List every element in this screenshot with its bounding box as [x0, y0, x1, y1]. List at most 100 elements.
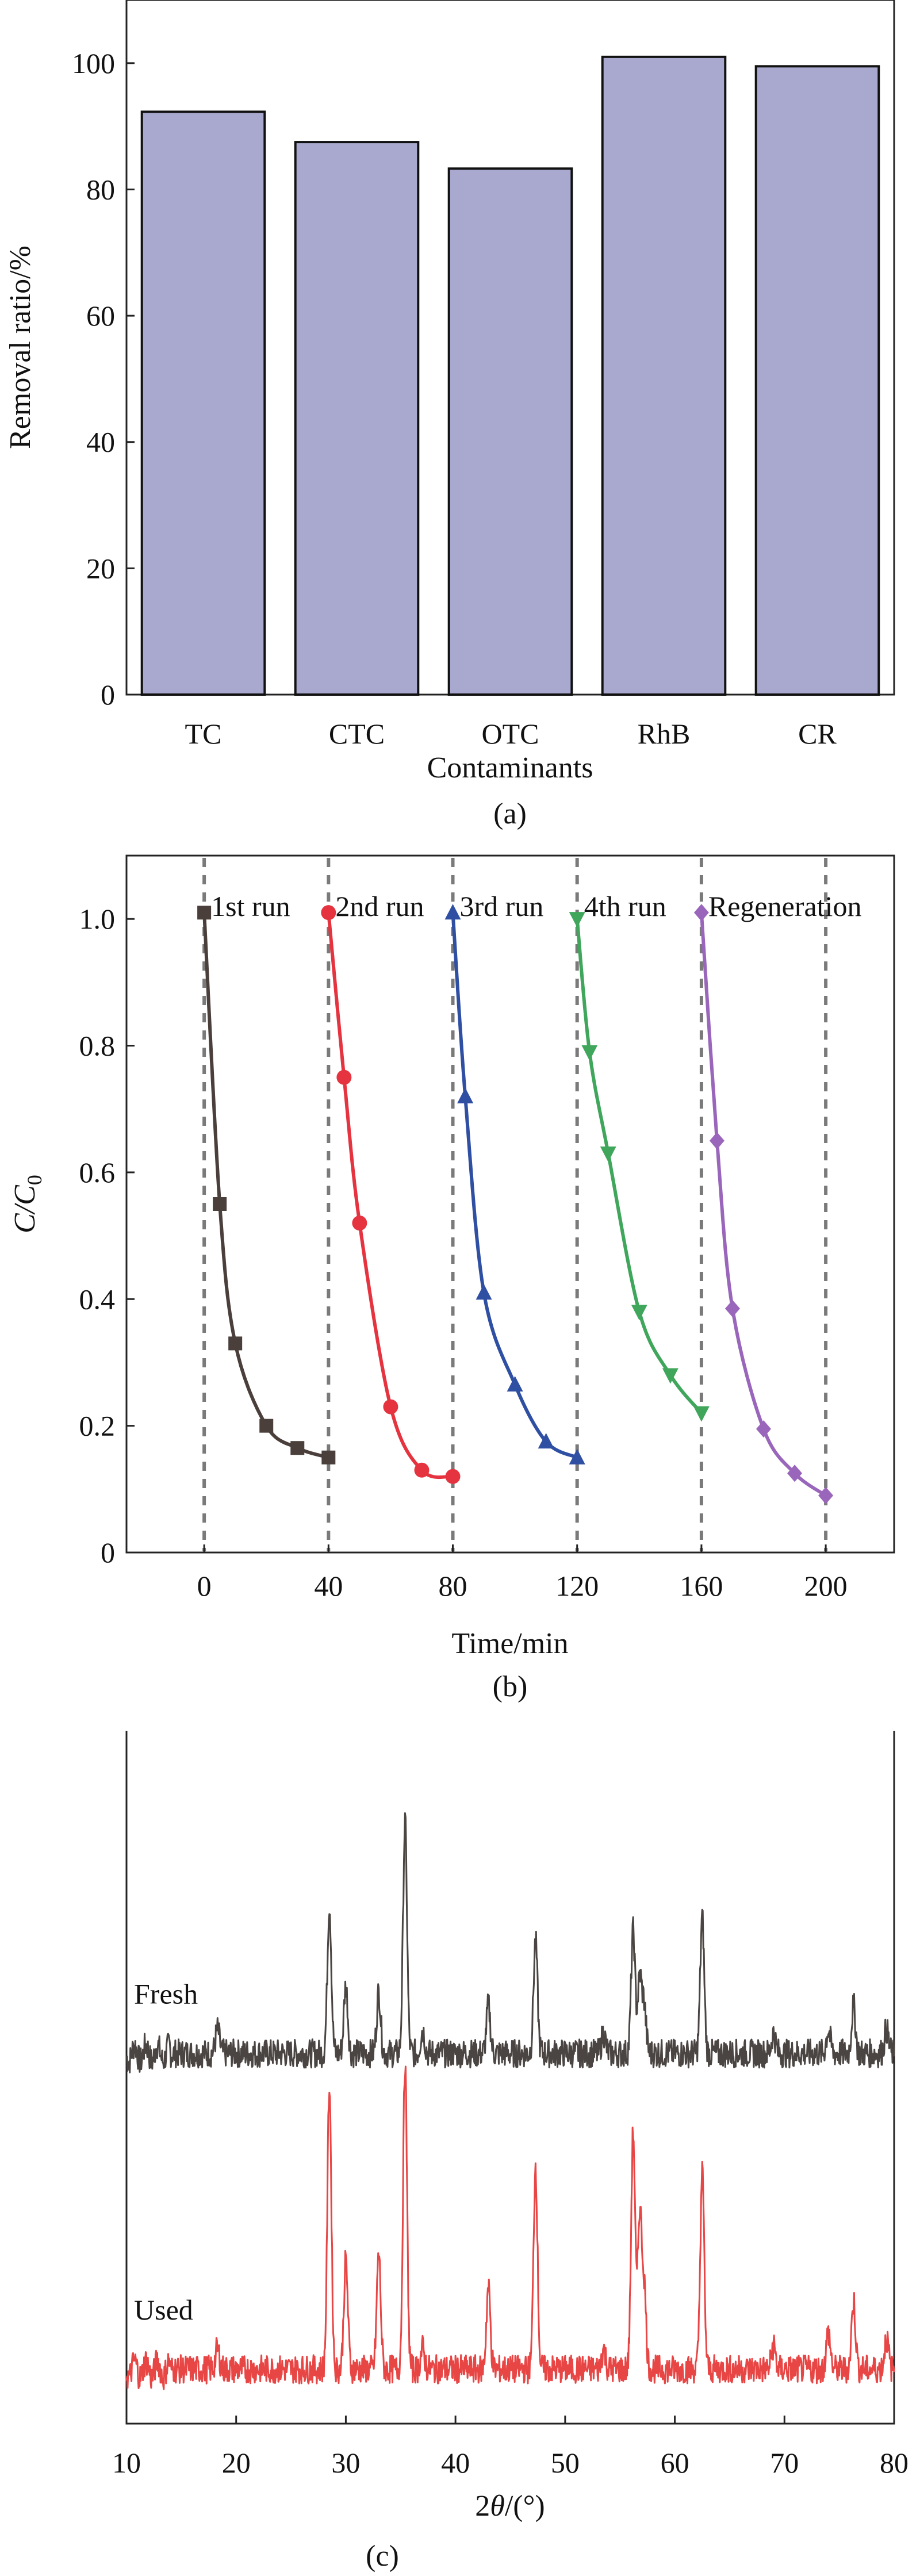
panel-c-label-used: Used: [134, 2294, 193, 2326]
panel-a-y-tick-label: 0: [101, 678, 115, 711]
panel-c-caption: (c): [366, 2540, 399, 2573]
panel-b-x-axis-label: Time/min: [451, 1627, 568, 1660]
panel-b-data-point: [228, 1336, 243, 1351]
panel-b-run-label: 4th run: [584, 890, 666, 922]
panel-a-bar-tc: [140, 110, 266, 696]
panel-a-x-tick-label: RhB: [638, 718, 691, 750]
panel-b-data-point: [213, 1197, 227, 1211]
panel-b-run-labels: 1st run 2nd run 3rd run 4th run Regeneration: [211, 890, 861, 922]
panel-b-data-point: [444, 904, 461, 920]
panel-c-x-tick-label: 30: [331, 2447, 360, 2479]
panel-c-x-axis-label: 2θ/(°): [475, 2490, 545, 2523]
panel-b-series-line: [202, 913, 329, 1459]
panel-b-series-4: [693, 904, 834, 1504]
panel-b-x-tick-label: 200: [804, 1570, 848, 1602]
panel-b-data-point: [818, 1486, 834, 1504]
panel-b-y-axis-label-main: C/C: [9, 1184, 41, 1233]
panel-b-run-dividers: [202, 858, 828, 1551]
panel-b-series-line: [327, 912, 454, 1479]
panel-a-y-tick-label: 20: [86, 552, 115, 584]
panel-b-data-point: [321, 1450, 336, 1465]
panel-a-y-tick-label: 80: [86, 173, 115, 205]
panel-c-x-tick-label: 50: [551, 2447, 580, 2479]
panel-a-x-ticks: TC CTC OTC RhB CR: [185, 718, 837, 750]
panel-b-data-point: [787, 1465, 803, 1482]
panel-b-y-tick-label: 0.2: [79, 1410, 116, 1442]
panel-a-y-tick-label: 40: [86, 426, 115, 458]
panel-a-bar-rhb: [601, 55, 727, 696]
panel-a-bar-cr: [754, 65, 880, 696]
panel-c-x-tick-label: 40: [441, 2447, 470, 2479]
panel-b-plot-frame: [125, 854, 895, 1554]
panel-a-bar-otc: [447, 167, 573, 696]
panel-c-x-axis-label-part-1: 2: [475, 2490, 490, 2523]
panel-a-y-axis-label: Removal ratio/%: [4, 246, 37, 449]
panel-b-series-3: [569, 912, 710, 1422]
panel-c-axes: [125, 1731, 895, 2425]
panel-b-data-point: [259, 1419, 274, 1433]
panel-b-y-axis-label-sub: 0: [23, 1175, 46, 1185]
panel-b-data-point: [321, 905, 336, 921]
panel-b-y-tick-label: 0.6: [79, 1156, 116, 1189]
panel-a-y-tick-label: 100: [72, 47, 115, 79]
panel-b-y-axis-label: C/C0: [9, 1175, 46, 1233]
panel-b-data-point: [290, 1441, 305, 1455]
panel-c-x-tick-label: 70: [770, 2447, 799, 2479]
panel-a-caption: (a): [493, 798, 527, 830]
panel-b-data-point: [507, 1376, 523, 1392]
panel-c-xrd-chart: Fresh Used 10 20 30 40 50 60 70 80 2θ/(°) (c): [112, 1731, 908, 2573]
panel-b-data-point: [569, 912, 585, 928]
panel-c-pattern-used: [125, 2065, 895, 2390]
panel-b-data-point: [631, 1305, 647, 1321]
panel-b-x-tick-label: 40: [314, 1570, 343, 1602]
panel-c-x-axis-label-theta: θ: [490, 2490, 505, 2523]
panel-b-data-point: [709, 1132, 724, 1149]
panel-a-x-tick-label: CTC: [329, 718, 385, 750]
panel-b-x-ticks: 0 40 80 120 160 200: [197, 1544, 848, 1602]
panel-a-x-tick-label: TC: [185, 718, 222, 750]
panel-c-x-tick-label: 10: [112, 2447, 141, 2479]
panel-b-data-point: [538, 1433, 554, 1449]
panel-b-data-point: [662, 1368, 678, 1384]
panel-b-data-point: [352, 1216, 367, 1231]
panel-a-x-tick-label: OTC: [482, 718, 539, 750]
panel-a-y-ticks: 0 20 40 60 80 100: [72, 47, 135, 711]
panel-a-bar-ctc: [294, 141, 420, 696]
panel-b-series-0: [197, 906, 336, 1465]
panel-b-caption: (b): [493, 1670, 528, 1703]
panel-b-x-tick-label: 120: [555, 1570, 599, 1602]
panel-b-data-point: [383, 1399, 398, 1414]
panel-b-data-point: [693, 904, 709, 922]
panel-a-x-axis-label: Contaminants: [427, 752, 593, 784]
panel-b-data-point: [336, 1070, 352, 1085]
panel-b-data-point: [197, 906, 212, 920]
panel-c-x-ticks: 10 20 30 40 50 60 70 80: [112, 2416, 908, 2479]
panel-b-run-label: Regeneration: [708, 890, 862, 922]
panel-c-x-tick-label: 80: [880, 2447, 908, 2479]
panel-b-data-point: [414, 1462, 430, 1478]
panel-b-y-ticks: 0 0.2 0.4 0.6 0.8 1.0: [79, 903, 135, 1569]
panel-b-data-point: [600, 1146, 616, 1162]
panel-b-data-point: [693, 1406, 710, 1422]
panel-b-series-1: [321, 905, 461, 1484]
panel-c-x-tick-label: 60: [661, 2447, 689, 2479]
panel-c-series-labels: Fresh Used: [134, 1978, 198, 2326]
panel-b-series: [197, 904, 834, 1504]
panel-b-x-tick-label: 160: [680, 1570, 723, 1602]
panel-b-data-point: [581, 1045, 598, 1061]
panel-b-data-point: [476, 1284, 492, 1300]
panel-a-x-tick-label: CR: [798, 718, 837, 750]
panel-b-data-point: [724, 1300, 740, 1317]
panel-c-x-tick-label: 20: [222, 2447, 251, 2479]
panel-b-y-tick-label: 0: [101, 1536, 115, 1569]
panel-b-run-label: 1st run: [211, 890, 290, 922]
panel-b-series-line: [451, 912, 578, 1459]
panel-b-series-2: [444, 904, 585, 1465]
panel-b-x-tick-label: 80: [439, 1570, 467, 1602]
panel-b-data-point: [569, 1448, 585, 1465]
panel-b-y-tick-label: 0.8: [79, 1030, 116, 1062]
panel-b-line-chart: 0 0.2 0.4 0.6 0.8 1.0 0 40 80 120 160 200 1st run 2…: [9, 854, 895, 1703]
panel-b-series-line: [699, 912, 827, 1497]
panel-a-bar-chart: 0 20 40 60 80 100 TC CTC OTC RhB CR Removal ratio…: [4, 0, 895, 830]
